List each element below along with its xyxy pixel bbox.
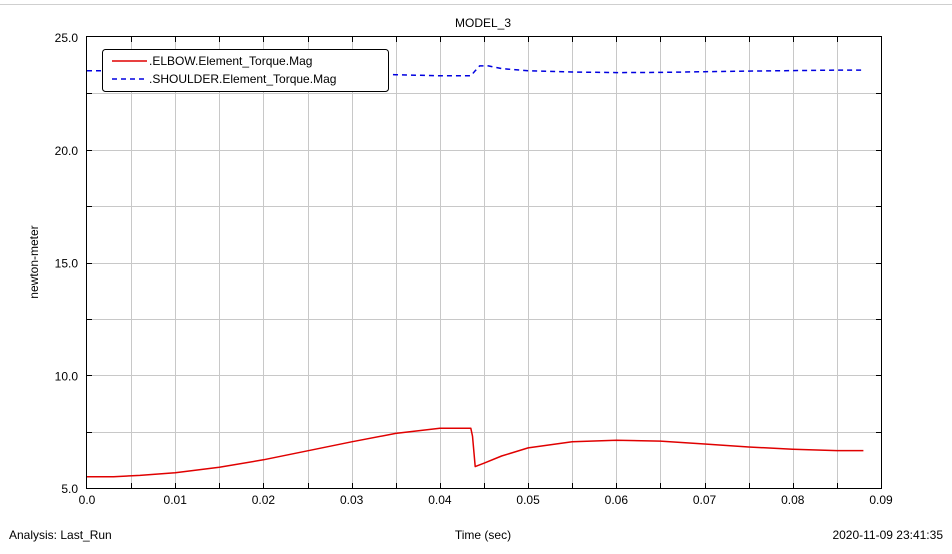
timestamp-label: 2020-11-09 23:41:35: [832, 528, 943, 542]
chart-title: MODEL_3: [455, 16, 511, 30]
y-tick-label: 25.0: [55, 31, 79, 45]
x-tick-label: 0.03: [340, 493, 364, 507]
y-tick-label: 20.0: [55, 144, 79, 158]
tick-labels: 0.0 0.01 0.02 0.03 0.04 0.05 0.06 0.07 0.08 0.09 5…: [55, 31, 893, 507]
x-tick-label: 0.01: [164, 493, 188, 507]
x-tick-label: 0.05: [516, 493, 540, 507]
legend-label-shoulder: .SHOULDER.Element_Torque.Mag: [149, 72, 336, 86]
plot-frame: [86, 36, 882, 489]
axis-ticks: [87, 37, 881, 488]
legend: .ELBOW.Element_Torque.Mag .SHOULDER.Elem…: [102, 49, 389, 92]
x-tick-label: 0.09: [869, 493, 893, 507]
series-line-elbow: [87, 427, 864, 478]
x-tick-label: 0.06: [605, 493, 629, 507]
analysis-label: Analysis: Last_Run: [9, 528, 112, 542]
x-axis-label: Time (sec): [455, 528, 511, 542]
grid-lines: [87, 37, 881, 488]
x-tick-label: 0.02: [252, 493, 276, 507]
series-lines: [87, 65, 864, 478]
legend-box: [102, 49, 389, 92]
y-tick-label: 10.0: [55, 369, 79, 383]
y-tick-label: 15.0: [55, 257, 79, 271]
y-tick-label: 5.0: [61, 482, 78, 496]
legend-label-elbow: .ELBOW.Element_Torque.Mag: [149, 54, 312, 68]
series-line-shoulder: [87, 65, 864, 77]
x-tick-label: 0.0: [79, 493, 96, 507]
x-tick-label: 0.07: [693, 493, 717, 507]
y-axis-label: newton-meter: [27, 225, 41, 298]
x-tick-label: 0.08: [781, 493, 805, 507]
x-tick-label: 0.04: [428, 493, 452, 507]
